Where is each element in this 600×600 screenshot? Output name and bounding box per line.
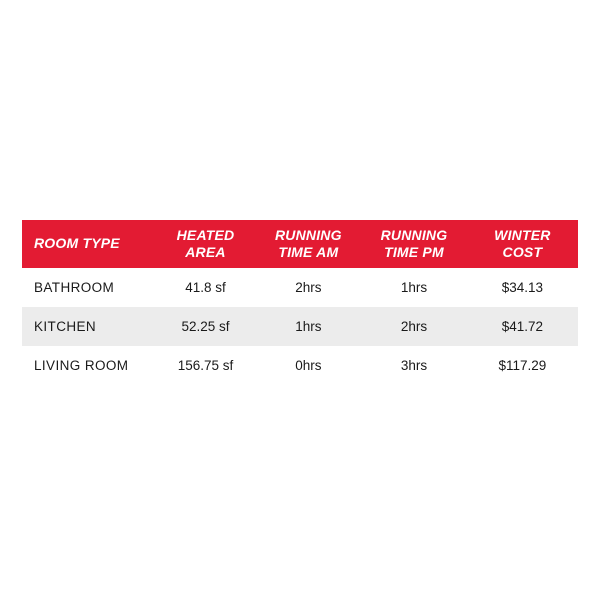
cell-room: BATHROOM (22, 268, 155, 307)
cell-cost: $117.29 (467, 346, 578, 385)
cell-am: 2hrs (256, 268, 362, 307)
cell-pm: 1hrs (361, 268, 467, 307)
cell-room: LIVING ROOM (22, 346, 155, 385)
cost-table: ROOM TYPE HEATED AREA RUNNING TIME AM RU… (22, 220, 578, 385)
col-header-text: RUNNING (381, 227, 448, 243)
page: ROOM TYPE HEATED AREA RUNNING TIME AM RU… (0, 0, 600, 600)
col-header-cost: WINTER COST (467, 220, 578, 268)
col-header-text: COST (503, 244, 543, 260)
col-header-text: RUNNING (275, 227, 342, 243)
col-header-text: TIME AM (278, 244, 338, 260)
cell-area: 41.8 sf (155, 268, 255, 307)
table-body: BATHROOM 41.8 sf 2hrs 1hrs $34.13 KITCHE… (22, 268, 578, 385)
cell-area: 156.75 sf (155, 346, 255, 385)
col-header-text: HEATED (177, 227, 235, 243)
col-header-am: RUNNING TIME AM (256, 220, 362, 268)
col-header-area: HEATED AREA (155, 220, 255, 268)
cell-am: 1hrs (256, 307, 362, 346)
cell-cost: $41.72 (467, 307, 578, 346)
cell-am: 0hrs (256, 346, 362, 385)
col-header-text: ROOM TYPE (34, 235, 120, 251)
col-header-text: WINTER (494, 227, 550, 243)
col-header-pm: RUNNING TIME PM (361, 220, 467, 268)
table-header: ROOM TYPE HEATED AREA RUNNING TIME AM RU… (22, 220, 578, 268)
cell-room: KITCHEN (22, 307, 155, 346)
cell-area: 52.25 sf (155, 307, 255, 346)
col-header-room: ROOM TYPE (22, 220, 155, 268)
table-row: KITCHEN 52.25 sf 1hrs 2hrs $41.72 (22, 307, 578, 346)
col-header-text: TIME PM (384, 244, 444, 260)
cell-pm: 2hrs (361, 307, 467, 346)
table-row: BATHROOM 41.8 sf 2hrs 1hrs $34.13 (22, 268, 578, 307)
col-header-text: AREA (185, 244, 225, 260)
table-row: LIVING ROOM 156.75 sf 0hrs 3hrs $117.29 (22, 346, 578, 385)
cell-cost: $34.13 (467, 268, 578, 307)
cell-pm: 3hrs (361, 346, 467, 385)
